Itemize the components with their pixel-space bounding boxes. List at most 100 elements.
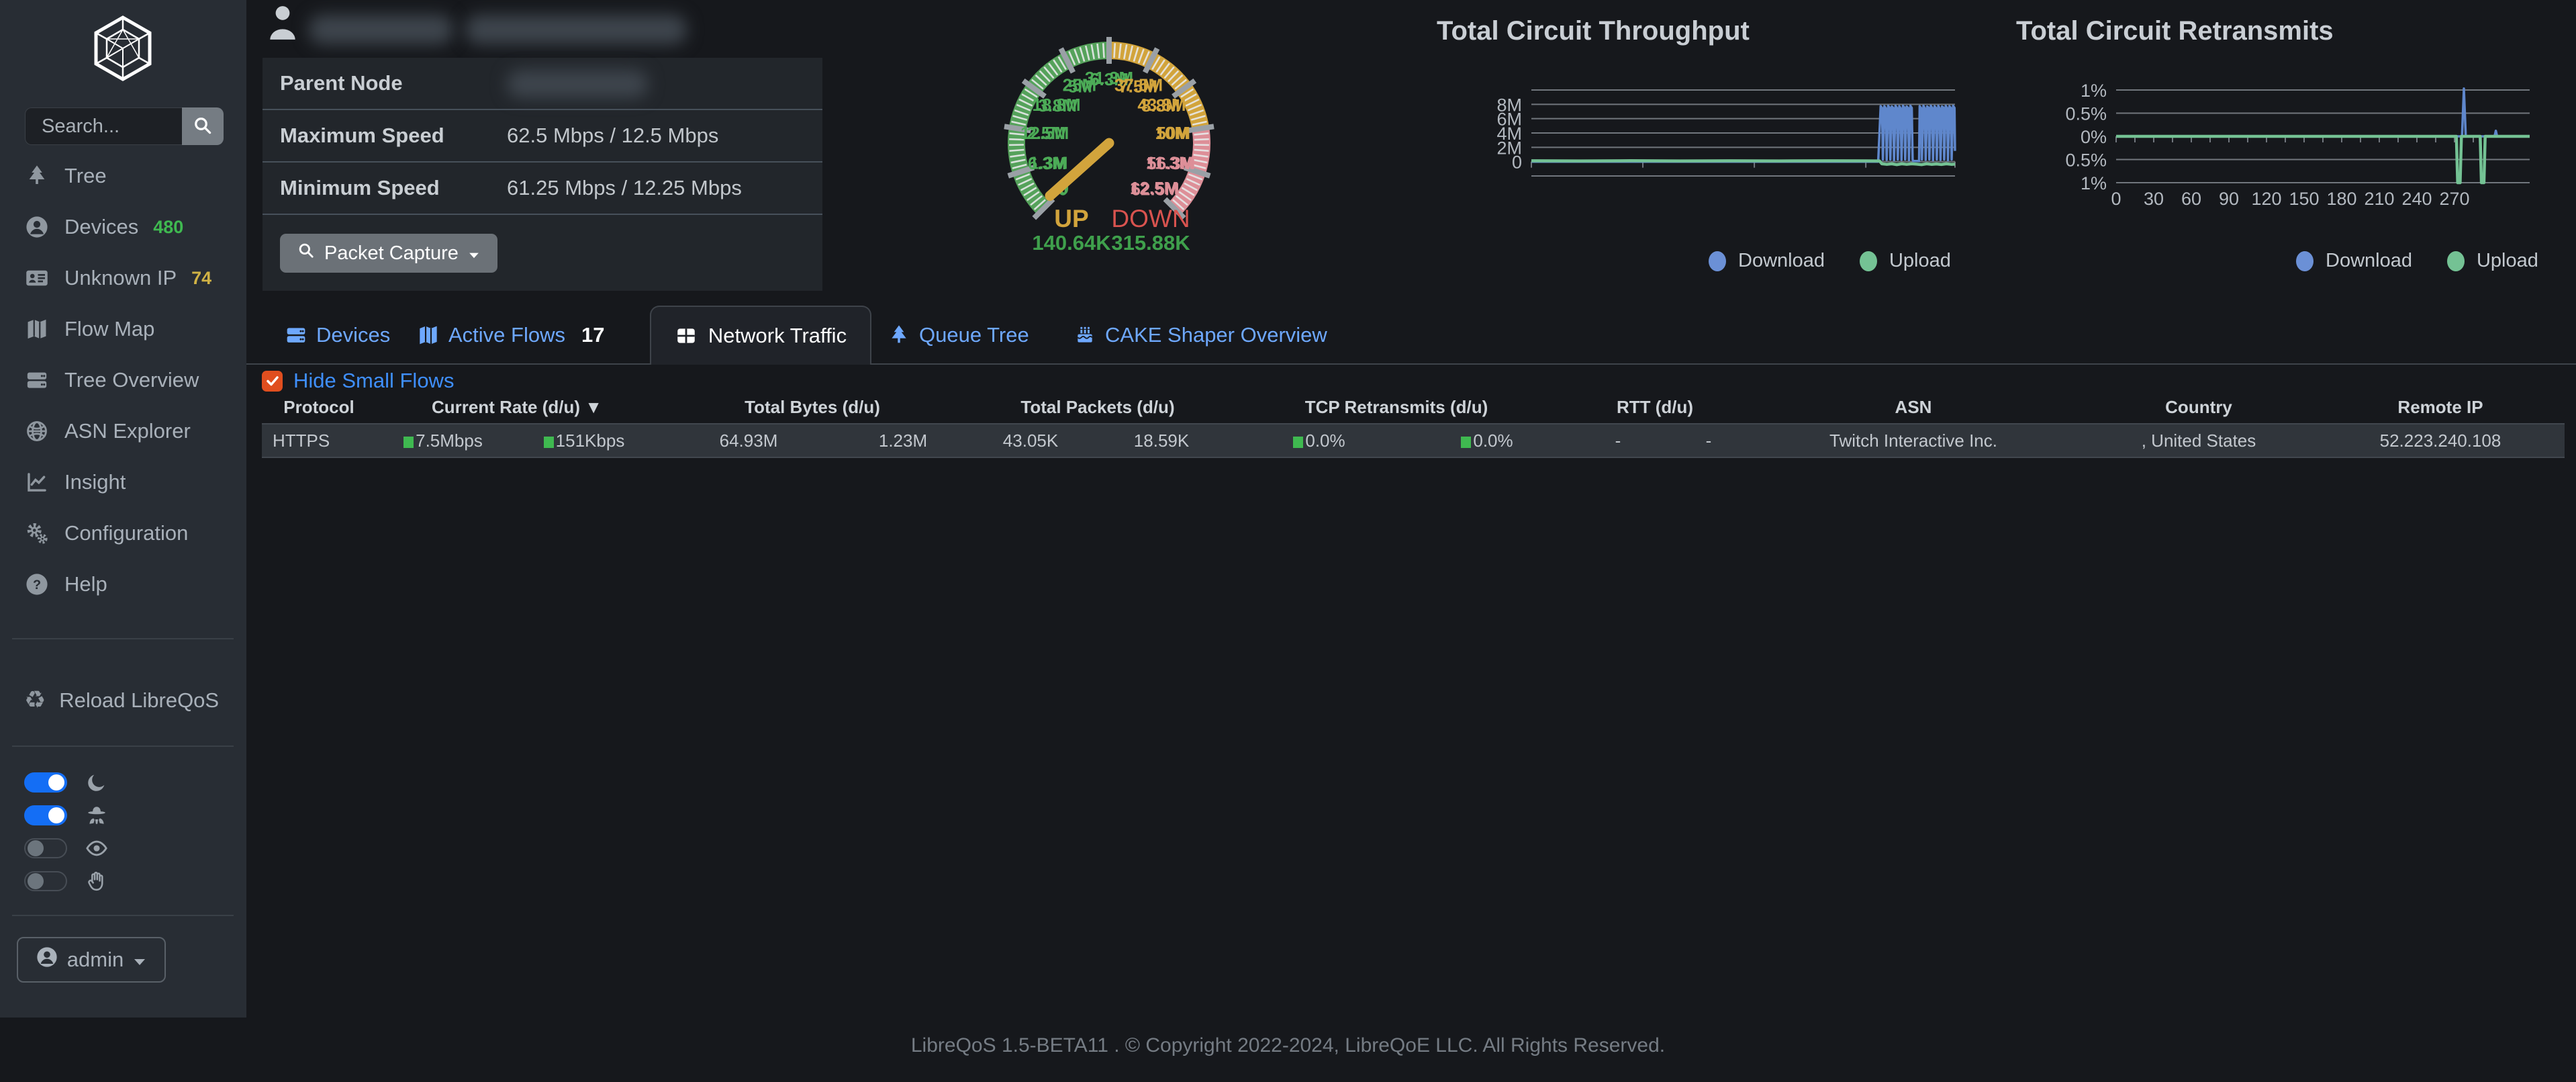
sidebar-item-label: Unknown IP	[64, 266, 177, 289]
svg-text:12.5M: 12.5M	[1020, 123, 1069, 143]
sidebar-item-tree-overview[interactable]: Tree Overview	[0, 355, 246, 406]
tree-icon	[888, 324, 910, 346]
retransmits-legend: Download Upload	[2296, 250, 2538, 272]
legend-label: Download	[2326, 250, 2412, 271]
download-dot-icon	[1709, 251, 1726, 271]
sidebar-item-tree[interactable]: Tree	[0, 150, 246, 201]
sidebar-item-configuration[interactable]: Configuration	[0, 508, 246, 559]
question-circle-icon: ?	[24, 572, 50, 597]
svg-text:31.3M: 31.3M	[1085, 68, 1133, 88]
svg-text:6M: 6M	[1496, 109, 1522, 130]
svg-text:60: 60	[2181, 189, 2201, 209]
svg-text:2M: 2M	[1496, 138, 1522, 158]
cell-retransmits-down: 0.0%	[1229, 431, 1410, 451]
eye-icon	[85, 836, 109, 860]
tab-queue-tree[interactable]: Queue Tree	[888, 306, 1029, 365]
packet-capture-button[interactable]: Packet Capture	[280, 234, 497, 273]
cake-icon	[1074, 324, 1096, 346]
sidebar-item-flow-map[interactable]: Flow Map	[0, 304, 246, 355]
upload-dot-icon	[1859, 251, 1877, 271]
col-header-protocol[interactable]: Protocol	[283, 396, 354, 417]
col-header-country[interactable]: Country	[2165, 396, 2232, 417]
user-menu-button[interactable]: admin	[17, 937, 166, 983]
dark-mode-toggle[interactable]	[24, 772, 67, 793]
tab-devices[interactable]: Devices	[285, 306, 390, 365]
svg-text:56.3M: 56.3M	[1147, 153, 1195, 173]
svg-text:8.8M: 8.8M	[1141, 95, 1180, 116]
col-header-asn[interactable]: ASN	[1895, 396, 1932, 417]
legend-item-upload: Upload	[1859, 250, 1951, 272]
sidebar-item-label: Tree Overview	[64, 368, 199, 392]
reload-label: Reload LibreQoS	[59, 688, 220, 712]
reload-libreqos-button[interactable]: ♻ Reload LibreQoS	[24, 686, 219, 714]
info-row-parent-node: Parent Node	[263, 58, 822, 109]
sidebar-item-help[interactable]: ? Help	[0, 559, 246, 610]
hand-toggle[interactable]	[24, 870, 67, 891]
sidebar-item-asn-explorer[interactable]: ASN Explorer	[0, 406, 246, 457]
sidebar-item-label: ASN Explorer	[64, 419, 191, 443]
sidebar-item-label: Insight	[64, 470, 126, 494]
sidebar-item-unknown-ip[interactable]: Unknown IP 74	[0, 253, 246, 304]
svg-text:11.3M: 11.3M	[1146, 152, 1194, 173]
svg-text:210: 210	[2364, 189, 2394, 209]
sidebar: Tree Devices 480 Unknown IP 74	[0, 0, 246, 1018]
checkbox-checked-icon[interactable]	[262, 370, 283, 392]
upload-dot-icon	[2446, 251, 2465, 271]
col-header-rtt[interactable]: RTT (d/u)	[1616, 396, 1694, 417]
packet-capture-label: Packet Capture	[324, 242, 459, 264]
search-input[interactable]	[25, 107, 182, 145]
col-header-remote-ip[interactable]: Remote IP	[2397, 396, 2483, 417]
search-button[interactable]	[182, 107, 224, 145]
sidebar-item-devices[interactable]: Devices 480	[0, 201, 246, 253]
legend-label: Download	[1738, 250, 1825, 271]
cell-rtt-up: -	[1705, 430, 1712, 451]
info-row-minimum-speed: Minimum Speed 61.25 Mbps / 12.25 Mbps	[263, 161, 822, 214]
chart-line-icon	[24, 469, 50, 495]
throughput-legend: Download Upload	[1709, 250, 1951, 272]
cell-rate-up: 151Kbps	[510, 431, 658, 451]
tab-cake-shaper-overview[interactable]: CAKE Shaper Overview	[1074, 306, 1327, 365]
svg-text:90: 90	[2219, 189, 2239, 209]
sidebar-item-label: Help	[64, 572, 107, 596]
svg-text:6.3M: 6.3M	[1090, 69, 1129, 89]
tab-network-traffic[interactable]: Network Traffic	[650, 306, 871, 365]
svg-text:2.5M: 2.5M	[1027, 123, 1065, 143]
network-traffic-table: Protocol Current Rate (d/u) ▼ Total Byte…	[262, 395, 2565, 458]
svg-text:1%: 1%	[2081, 81, 2107, 101]
legend-label: Upload	[2476, 250, 2538, 271]
redact-toggle[interactable]	[24, 805, 67, 825]
libreqos-logo-icon	[89, 15, 156, 85]
devices-count-badge: 480	[153, 216, 184, 237]
table-row[interactable]: HTTPS 7.5Mbps 151Kbps 64.93M 1.23M 43.05…	[262, 423, 2565, 458]
col-header-current-rate[interactable]: Current Rate (d/u) ▼	[432, 396, 602, 417]
svg-text:6.3M: 6.3M	[1028, 153, 1067, 173]
cell-packets-up: 18.59K	[1133, 430, 1190, 451]
hand-icon	[85, 869, 109, 893]
search-icon	[193, 116, 213, 138]
svg-text:0%: 0%	[2081, 127, 2107, 147]
sidebar-item-insight[interactable]: Insight	[0, 457, 246, 508]
tab-label: Devices	[316, 323, 391, 347]
svg-text:150: 150	[2289, 189, 2319, 209]
svg-text:5M: 5M	[1068, 76, 1092, 96]
col-header-total-packets[interactable]: Total Packets (d/u)	[1020, 396, 1175, 417]
server-stack-icon	[24, 367, 50, 393]
info-label: Parent Node	[280, 71, 403, 95]
unknown-ip-count-badge: 74	[191, 267, 212, 288]
circuit-speed-gauge: 006.3M1.3M12.5M2.5M18.8M3.8M25M5M31.3M6.…	[1004, 37, 1214, 255]
hide-small-flows-checkbox[interactable]: Hide Small Flows	[262, 369, 454, 393]
eye-toggle[interactable]	[24, 838, 67, 858]
divider	[12, 746, 234, 747]
col-header-total-bytes[interactable]: Total Bytes (d/u)	[745, 396, 880, 417]
table-grid-icon	[675, 324, 698, 347]
tab-label: Network Traffic	[708, 324, 847, 347]
col-header-tcp-retransmits[interactable]: TCP Retransmits (d/u)	[1304, 396, 1488, 417]
person-circle-icon	[24, 214, 50, 240]
redacted-circuit-name	[465, 15, 687, 44]
tab-active-flows[interactable]: Active Flows 17	[418, 306, 604, 365]
info-value: 61.25 Mbps / 12.25 Mbps	[507, 176, 742, 199]
retransmits-chart: 1%0.5%0%0.5%1%0 30 60 90 120 150 180 210 240 270	[2065, 81, 2530, 209]
chevron-down-icon	[133, 948, 146, 972]
